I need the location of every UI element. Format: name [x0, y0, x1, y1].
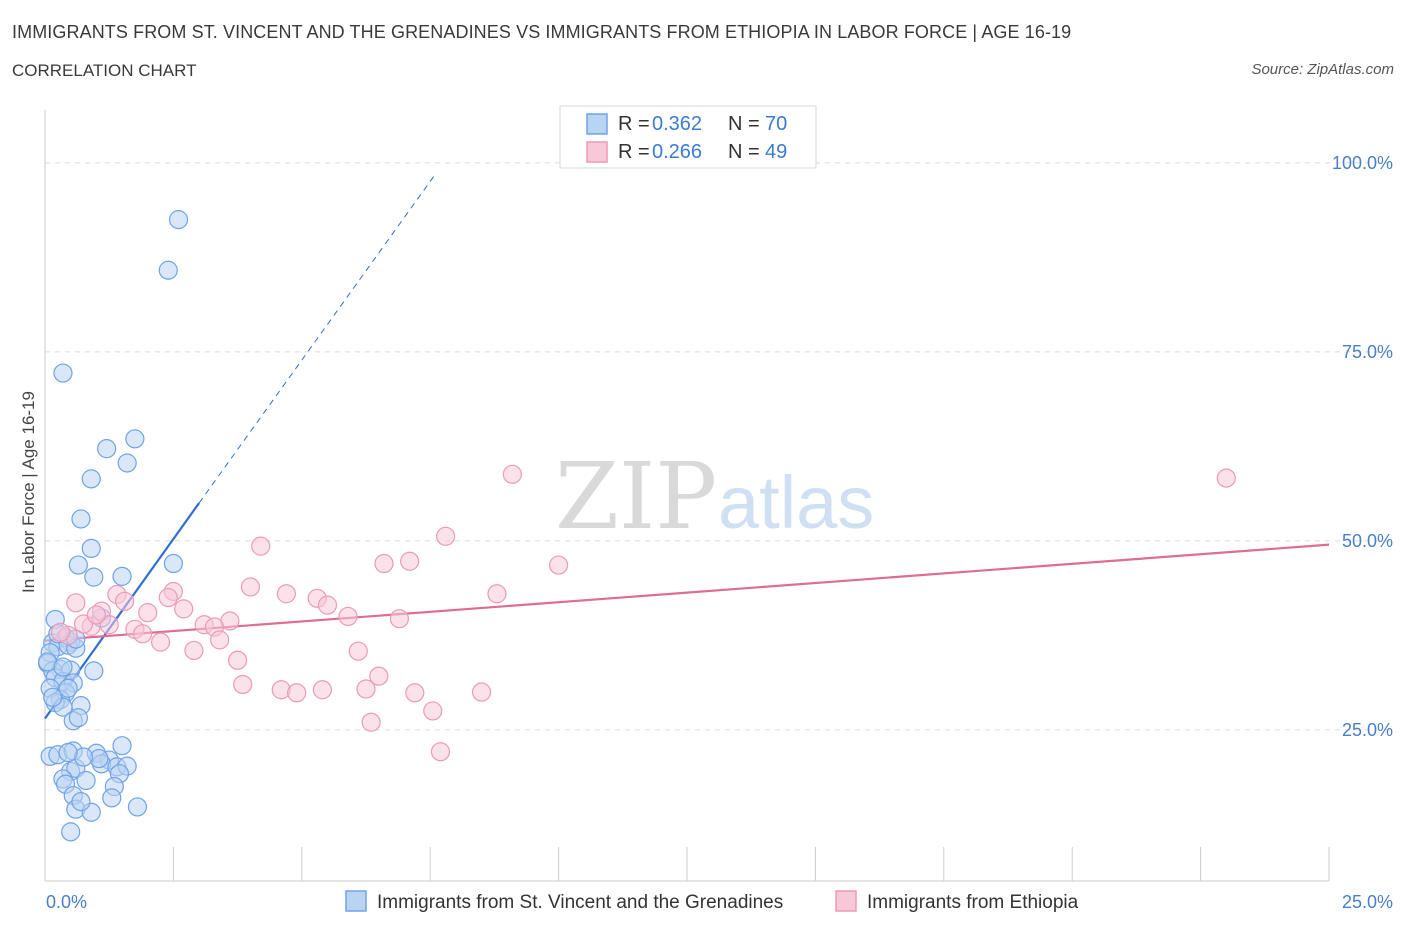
legend-n-label-ethiopia: N = [728, 141, 760, 163]
point-ethiopia-0 [1216, 468, 1236, 488]
point-ethiopia-2 [436, 526, 456, 546]
point-ethiopia-13 [158, 587, 178, 608]
point-stvincent-2 [53, 363, 73, 383]
x-tick-label-1: 25.0% [1342, 892, 1393, 912]
point-stvincent-9 [163, 553, 183, 574]
point-ethiopia-44 [423, 701, 443, 721]
point-ethiopia-8 [487, 584, 507, 604]
point-ethiopia-33 [184, 640, 204, 661]
point-stvincent-4 [125, 429, 145, 449]
point-stvincent-64 [43, 687, 63, 707]
point-ethiopia-15 [66, 593, 86, 613]
point-ethiopia-19 [138, 603, 158, 623]
point-stvincent-55 [102, 788, 122, 808]
point-stvincent-65 [58, 678, 78, 698]
point-ethiopia-34 [348, 641, 368, 661]
point-stvincent-58 [127, 797, 148, 817]
y-tick-label-1: 50.0% [1342, 531, 1393, 551]
point-ethiopia-32 [150, 632, 171, 652]
point-ethiopia-37 [233, 674, 253, 695]
y-axis-title: In Labor Force | Age 16-19 [19, 391, 38, 593]
point-ethiopia-3 [251, 536, 271, 556]
point-stvincent-51 [76, 770, 96, 791]
legend-r-label-stvincent: R = [618, 113, 650, 135]
point-ethiopia-10 [276, 584, 296, 604]
point-stvincent-5 [117, 453, 137, 473]
point-ethiopia-5 [374, 553, 394, 574]
legend-bottom-swatch-ethiopia [835, 890, 857, 912]
tick-labels: 25.0% 50.0% 75.0% 100.0% 0.0% 25.0% [46, 153, 1393, 912]
legend-n-value-stvincent: 70 [765, 113, 787, 135]
legend-bottom-label-ethiopia: Immigrants from Ethiopia [867, 892, 1079, 913]
legend-swatch-stvincent [586, 113, 608, 135]
point-ethiopia-42 [405, 683, 425, 703]
y-tick-label-2: 75.0% [1342, 342, 1393, 362]
point-ethiopia-20 [338, 606, 358, 627]
point-stvincent-37 [68, 708, 88, 728]
watermark: ZIP atlas [555, 443, 874, 550]
point-stvincent-8 [81, 538, 101, 559]
point-stvincent-3 [97, 439, 117, 459]
legend-n-value-ethiopia: 49 [765, 141, 787, 163]
y-tick-label-3: 100.0% [1332, 153, 1393, 173]
point-stvincent-6 [81, 469, 101, 489]
data-points [37, 210, 1236, 842]
chart-subtitle: CORRELATION CHART [12, 61, 197, 80]
legend-swatch-ethiopia [586, 141, 608, 163]
point-ethiopia-47 [50, 622, 71, 642]
legend-r-value-ethiopia: 0.266 [652, 141, 702, 163]
point-ethiopia-48 [86, 605, 106, 625]
point-ethiopia-43 [287, 683, 307, 703]
point-stvincent-12 [112, 566, 132, 586]
point-stvincent-63 [53, 657, 73, 677]
legend-r-value-stvincent: 0.362 [652, 113, 702, 135]
point-stvincent-11 [84, 567, 104, 587]
gridlines [45, 162, 1392, 731]
x-tick-label-0: 0.0% [46, 892, 87, 912]
point-ethiopia-17 [174, 599, 194, 619]
point-ethiopia-36 [369, 666, 389, 686]
point-ethiopia-21 [389, 609, 409, 629]
point-stvincent-0 [168, 210, 189, 230]
source-label: Source: ZipAtlas.com [1251, 61, 1394, 78]
point-ethiopia-16 [317, 595, 338, 615]
series-legend: Immigrants from St. Vincent and the Gren… [345, 890, 1079, 913]
point-stvincent-26 [84, 661, 104, 681]
stats-legend: R = 0.362 N = 70 R = 0.266 N = 49 [559, 105, 817, 169]
point-ethiopia-39 [312, 680, 332, 700]
point-ethiopia-14 [115, 591, 135, 611]
point-ethiopia-46 [430, 742, 451, 762]
watermark-zip: ZIP [555, 443, 717, 550]
point-stvincent-69 [71, 792, 91, 812]
trend-line-ethiopia [44, 543, 1330, 642]
trend-extension-stvincent [198, 173, 436, 504]
point-stvincent-68 [58, 742, 78, 763]
point-ethiopia-31 [210, 630, 230, 650]
legend-n-label-stvincent: N = [728, 113, 760, 135]
point-stvincent-59 [61, 822, 81, 842]
chart-title: IMMIGRANTS FROM ST. VINCENT AND THE GREN… [12, 22, 1072, 42]
point-ethiopia-35 [228, 650, 248, 670]
point-ethiopia-45 [361, 712, 381, 732]
legend-bottom-label-stvincent: Immigrants from St. Vincent and the Gren… [377, 892, 783, 913]
point-ethiopia-1 [502, 464, 522, 484]
legend-bottom-swatch-stvincent [345, 890, 367, 912]
point-stvincent-41 [112, 736, 132, 756]
point-stvincent-10 [68, 555, 88, 575]
y-tick-label-0: 25.0% [1342, 720, 1393, 740]
point-ethiopia-41 [471, 682, 492, 702]
point-ethiopia-7 [240, 577, 261, 597]
point-ethiopia-6 [548, 555, 569, 575]
watermark-atlas: atlas [718, 461, 874, 544]
point-stvincent-7 [71, 509, 91, 529]
point-stvincent-1 [158, 260, 178, 280]
point-ethiopia-4 [400, 551, 420, 571]
point-ethiopia-40 [356, 679, 376, 699]
point-ethiopia-29 [132, 624, 153, 644]
legend-r-label-ethiopia: R = [618, 141, 650, 163]
